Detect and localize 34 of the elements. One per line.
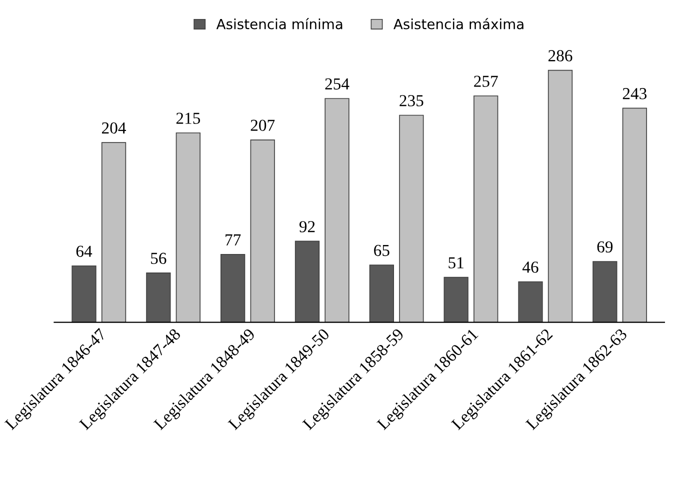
bar xyxy=(399,114,424,322)
data-label: 204 xyxy=(102,122,126,134)
bar xyxy=(146,272,171,322)
data-label: 286 xyxy=(548,50,572,62)
bar xyxy=(444,276,468,322)
data-label: 56 xyxy=(151,252,166,264)
data-label: 51 xyxy=(448,257,464,268)
data-label: 215 xyxy=(176,112,200,124)
bar xyxy=(369,264,394,322)
data-label: 207 xyxy=(250,120,275,131)
data-label: 77 xyxy=(226,234,241,246)
data-label: 243 xyxy=(622,88,647,100)
legend-label: Asistencia máxima xyxy=(394,18,524,30)
bar xyxy=(592,261,618,322)
bar xyxy=(220,254,246,322)
data-label: 235 xyxy=(400,95,424,106)
bar xyxy=(176,132,201,322)
data-label: 64 xyxy=(76,246,92,257)
bar xyxy=(622,108,647,322)
data-label: 257 xyxy=(474,76,498,87)
bar xyxy=(324,98,350,322)
legend-label: Asistencia mínima xyxy=(216,18,342,30)
bar xyxy=(101,142,126,322)
bar xyxy=(474,95,498,322)
data-label: 69 xyxy=(597,241,613,253)
data-label: 46 xyxy=(522,262,538,273)
bar xyxy=(294,240,320,322)
bar xyxy=(72,265,96,322)
data-label: 65 xyxy=(374,244,390,256)
bar xyxy=(548,70,573,322)
bar xyxy=(250,139,275,322)
data-label: 92 xyxy=(299,221,315,232)
bar xyxy=(518,281,543,322)
data-label: 254 xyxy=(325,78,350,90)
